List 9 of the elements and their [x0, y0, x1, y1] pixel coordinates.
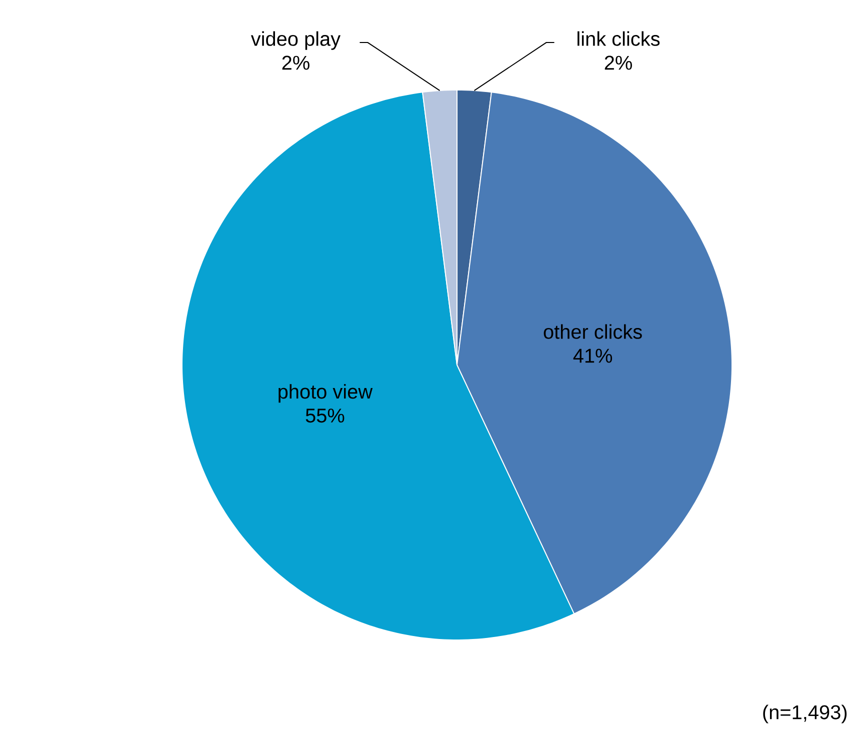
slice-label: video play — [250, 31, 341, 50]
slice-label: photo view — [278, 384, 373, 403]
data-label: 55% — [306, 408, 344, 423]
slice-label: other clicks — [544, 324, 642, 339]
data-label: 41% — [573, 348, 612, 363]
slice-label: link clicks — [578, 31, 660, 46]
data-label: 2% — [604, 56, 632, 70]
data-label: 2% — [282, 56, 310, 70]
text: (n=1,493) — [763, 704, 847, 724]
